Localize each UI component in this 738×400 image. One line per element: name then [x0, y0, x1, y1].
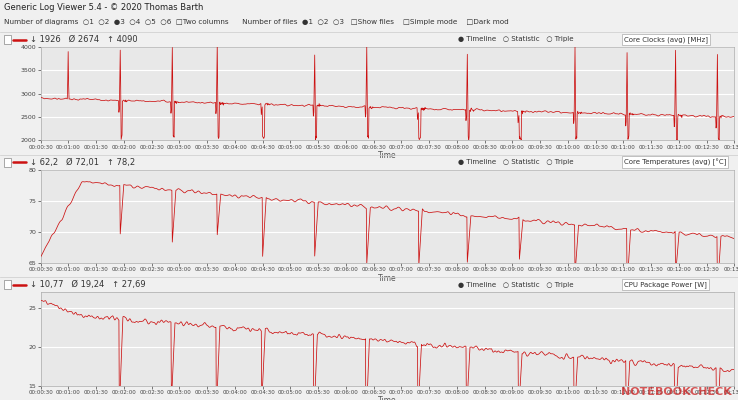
Bar — [4, 35, 11, 44]
Text: Core Temperatures (avg) [°C]: Core Temperatures (avg) [°C] — [624, 158, 726, 166]
Bar — [4, 158, 11, 167]
Text: NOTEBOOKCHECK: NOTEBOOKCHECK — [621, 387, 732, 397]
Text: ↓ 1926   Ø 2674   ↑ 4090: ↓ 1926 Ø 2674 ↑ 4090 — [30, 35, 137, 44]
X-axis label: Time: Time — [378, 396, 397, 400]
Text: ● Timeline   ○ Statistic   ○ Triple: ● Timeline ○ Statistic ○ Triple — [458, 282, 573, 288]
Text: Generic Log Viewer 5.4 - © 2020 Thomas Barth: Generic Log Viewer 5.4 - © 2020 Thomas B… — [4, 2, 203, 12]
X-axis label: Time: Time — [378, 151, 397, 160]
Text: ● Timeline   ○ Statistic   ○ Triple: ● Timeline ○ Statistic ○ Triple — [458, 159, 573, 165]
Text: Number of diagrams  ○1  ○2  ●3  ○4  ○5  ○6  □Two columns      Number of files  ●: Number of diagrams ○1 ○2 ●3 ○4 ○5 ○6 □Tw… — [4, 19, 508, 25]
Text: ↓ 62,2   Ø 72,01   ↑ 78,2: ↓ 62,2 Ø 72,01 ↑ 78,2 — [30, 158, 134, 167]
Text: Core Clocks (avg) [MHz]: Core Clocks (avg) [MHz] — [624, 36, 708, 43]
Text: ↓ 10,77   Ø 19,24   ↑ 27,69: ↓ 10,77 Ø 19,24 ↑ 27,69 — [30, 280, 145, 289]
Text: CPU Package Power [W]: CPU Package Power [W] — [624, 282, 706, 288]
Text: ● Timeline   ○ Statistic   ○ Triple: ● Timeline ○ Statistic ○ Triple — [458, 36, 573, 42]
Bar — [4, 280, 11, 289]
X-axis label: Time: Time — [378, 274, 397, 282]
